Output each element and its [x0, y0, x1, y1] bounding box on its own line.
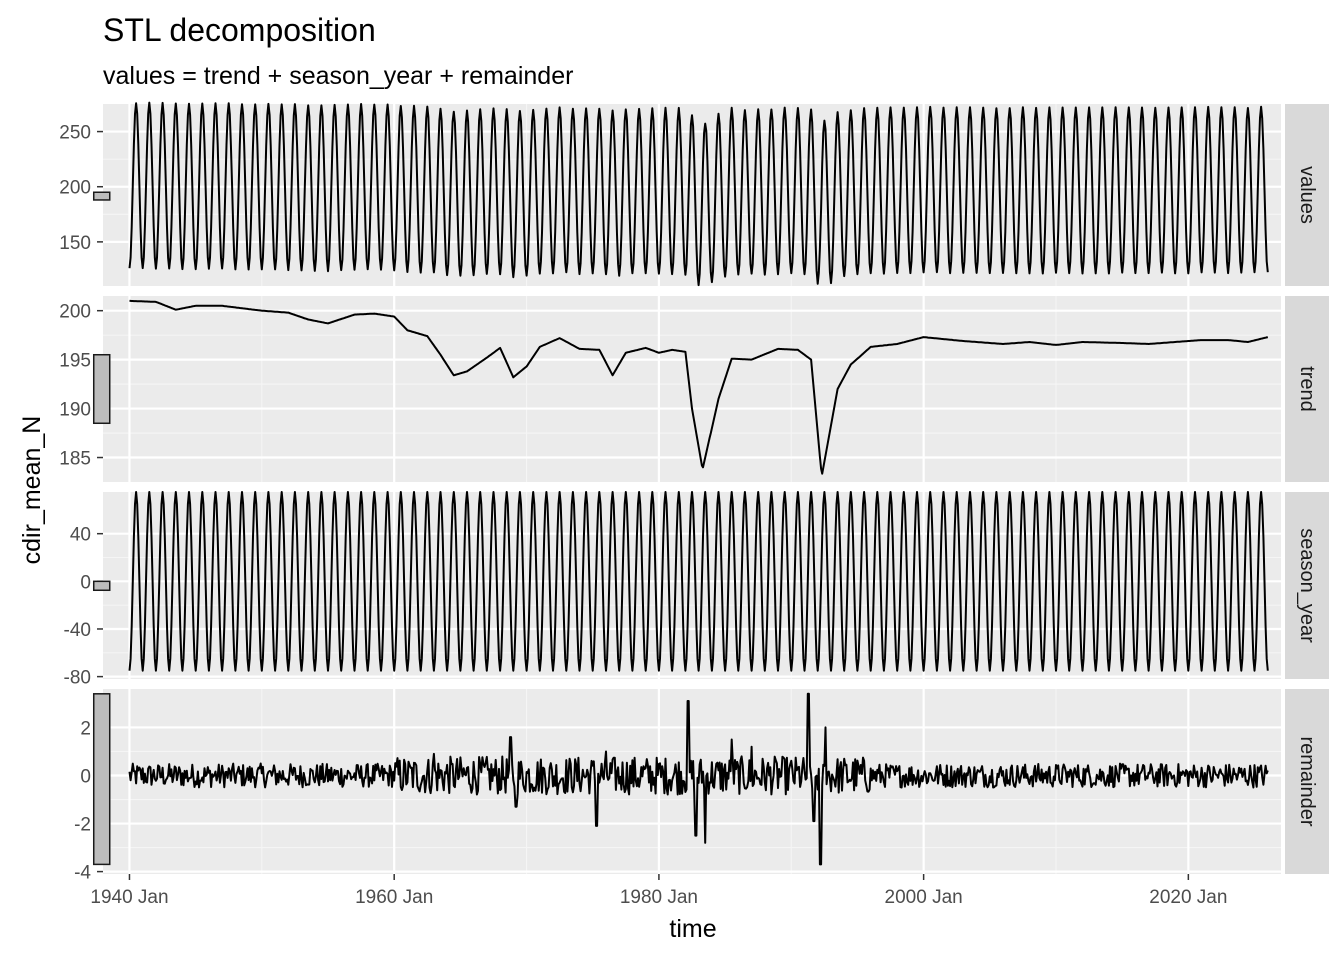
y-tick-label: 0: [80, 572, 91, 593]
x-tick-label: 2000 Jan: [885, 887, 963, 908]
y-tick-label: 200: [59, 302, 91, 323]
strip-label: values: [1296, 166, 1318, 224]
panel-trend: 185 190 195 200 trend: [59, 296, 1329, 482]
scale-bar: [92, 693, 111, 866]
series-line-season-year: [128, 491, 1269, 672]
scale-bar: [92, 353, 111, 425]
strip-label: trend: [1296, 366, 1318, 412]
scale-bar: [92, 580, 111, 592]
y-tick-label: 190: [59, 400, 91, 421]
strip-background: [1285, 104, 1329, 286]
strip-label: remainder: [1296, 736, 1318, 826]
chart-title: STL decomposition: [103, 12, 376, 48]
facet-panels: 150200250values185190195200trend-80-4004…: [59, 101, 1329, 884]
strip-label: season_year: [1296, 528, 1318, 643]
panel-background: [103, 296, 1281, 482]
x-tick-label: 1980 Jan: [620, 887, 698, 908]
panel-values: 150 200 250 values: [59, 101, 1329, 287]
y-tick-label: 2: [80, 718, 91, 739]
strip-background: [1285, 296, 1329, 482]
series-line-values: [128, 101, 1269, 287]
x-axis: 1940 Jan 1960 Jan 1980 Jan 2000 Jan 2020 Jan: [90, 874, 1227, 908]
x-tick-label: 2020 Jan: [1149, 887, 1227, 908]
y-tick-label: 200: [59, 178, 91, 199]
y-tick-label: 250: [59, 123, 91, 144]
panel-remainder: -4 -2 0 2 remainder: [74, 689, 1329, 884]
strip-background: [1285, 492, 1329, 679]
y-axis-title: cdir_mean_N: [18, 416, 46, 565]
strip-background: [1285, 689, 1329, 874]
y-tick-label: -4: [74, 863, 91, 884]
y-tick-label: -40: [64, 620, 91, 641]
y-tick-label: 0: [80, 766, 91, 787]
x-tick-label: 1940 Jan: [90, 887, 168, 908]
series-line-remainder: [128, 692, 1269, 866]
y-tick-label: -80: [64, 668, 91, 689]
series-line-trend: [129, 299, 1269, 475]
x-axis-title: time: [669, 915, 716, 943]
x-tick-label: 1960 Jan: [355, 887, 433, 908]
chart-subtitle: values = trend + season_year + remainder: [103, 62, 573, 90]
y-tick-label: 40: [70, 525, 91, 546]
scale-bar: [92, 191, 111, 201]
panel-season-year: -80 -40 0 40 season_year: [64, 491, 1329, 689]
y-tick-label: 185: [59, 449, 91, 470]
y-tick-label: 150: [59, 233, 91, 254]
y-tick-label: 195: [59, 351, 91, 372]
y-tick-label: -2: [74, 815, 91, 836]
